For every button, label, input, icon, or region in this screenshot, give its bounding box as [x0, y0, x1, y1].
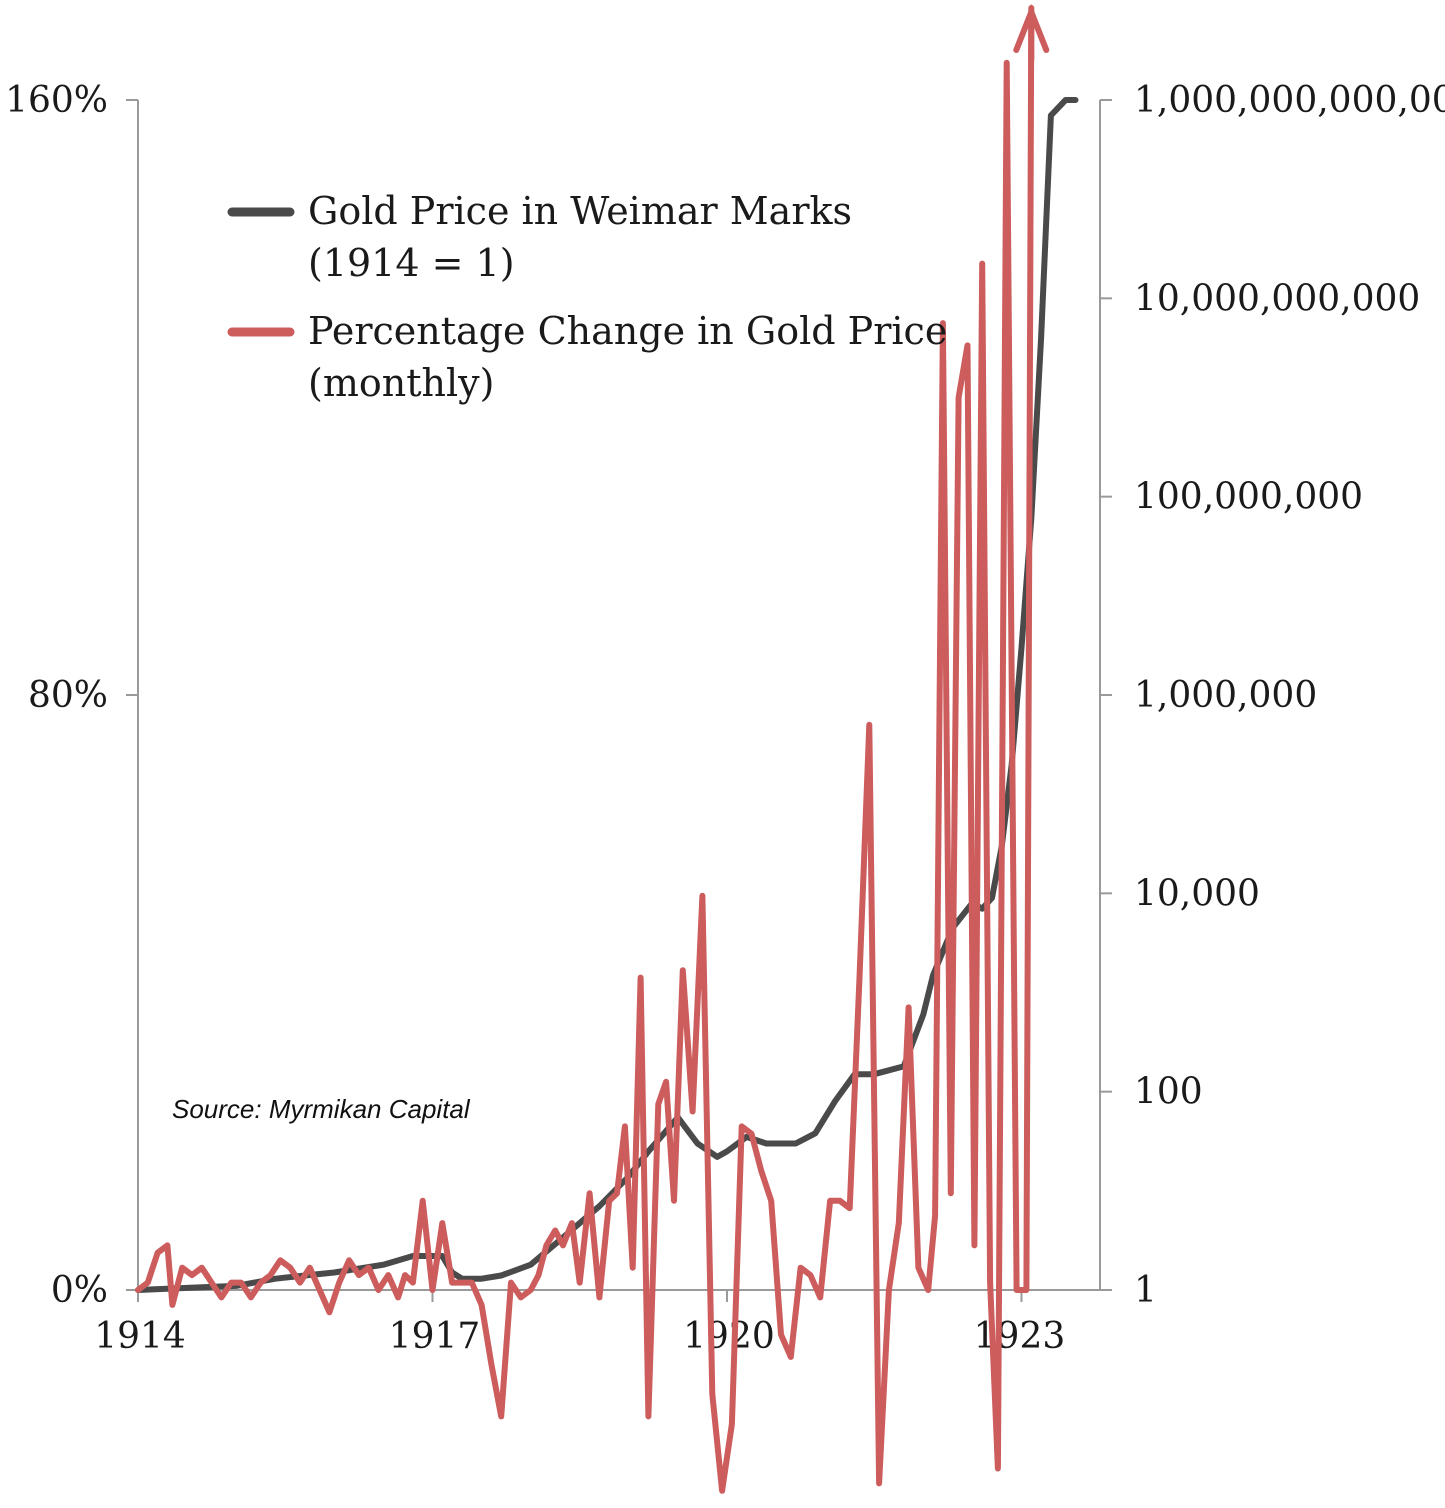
off-scale-arrow-head — [1013, 3, 1050, 53]
right-tick-label: 1 — [1134, 1270, 1157, 1311]
right-tick-label: 100,000,000 — [1134, 477, 1363, 518]
percentage-change-line — [135, 5, 1035, 1494]
legend: Gold Price in Weimar Marks (1914 = 1) Perc… — [227, 189, 947, 405]
legend-label: Gold Price in Weimar Marks — [308, 189, 852, 233]
left-tick-label: 160% — [5, 80, 108, 121]
right-tick-label: 10,000,000,000 — [1134, 278, 1420, 319]
x-tick-label: 1920 — [683, 1316, 775, 1357]
tick-labels: 0% 80% 160% 1 100 10,000 1,000,000 100,000,000 1… — [5, 80, 1445, 1357]
plot-area — [135, 3, 1079, 1494]
right-tick-label: 100 — [1134, 1072, 1203, 1113]
right-tick-label: 1,000,000 — [1134, 675, 1317, 716]
legend-label: (monthly) — [308, 361, 494, 405]
legend-label: (1914 = 1) — [308, 241, 515, 285]
x-tick-label: 1923 — [974, 1316, 1066, 1357]
right-tick-label: 1,000,000,000,000 — [1134, 80, 1445, 121]
source-note: Source: Myrmikan Capital — [172, 1094, 471, 1124]
left-tick-label: 80% — [28, 675, 108, 716]
left-tick-label: 0% — [51, 1270, 108, 1311]
right-tick-label: 10,000 — [1134, 873, 1260, 914]
x-tick-label: 1917 — [389, 1316, 481, 1357]
legend-label: Percentage Change in Gold Price — [308, 309, 947, 353]
x-tick-label: 1914 — [94, 1316, 186, 1357]
axes — [126, 99, 1112, 1302]
